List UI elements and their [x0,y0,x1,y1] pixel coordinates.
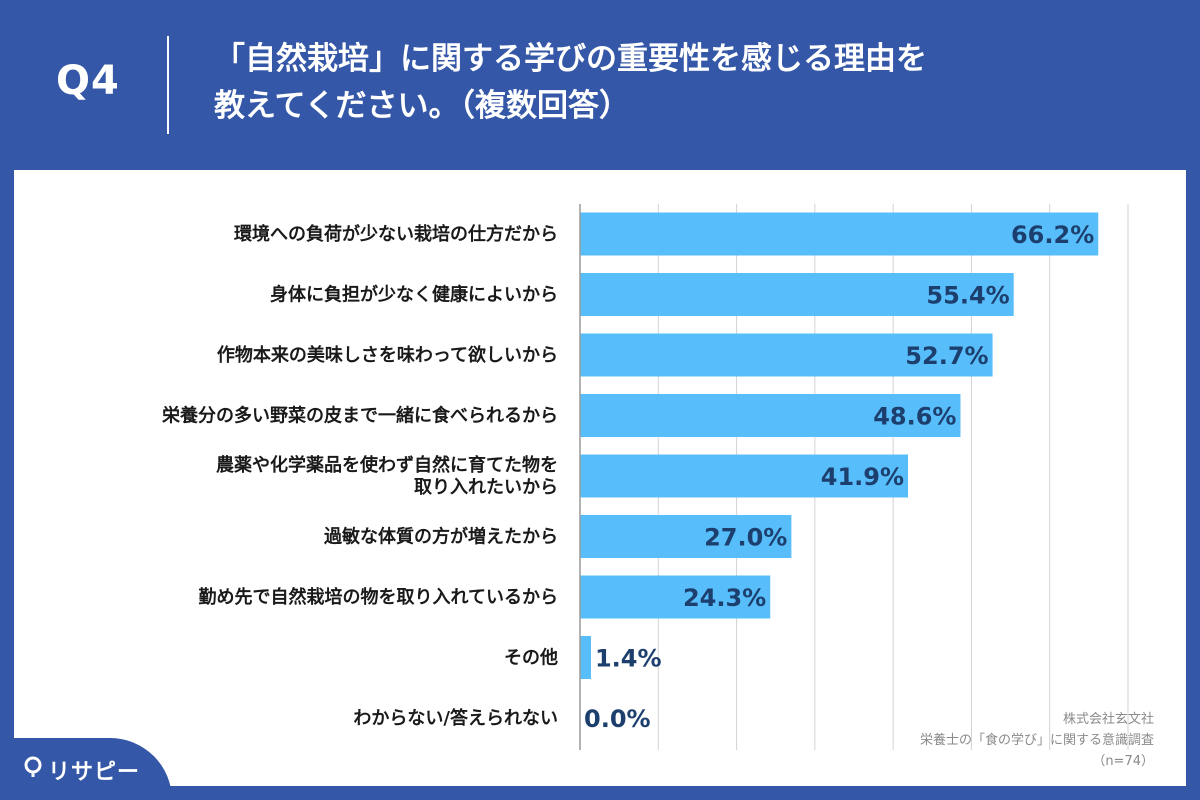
bar-2 [580,333,993,377]
source-survey: 栄養士の「食の学び」に関する意識調査 [919,733,1154,748]
category-label-6: 勤め先で自然栽培の物を取り入れているから [199,586,558,608]
bar-1 [580,273,1014,316]
logo-text: リサピー [48,760,141,785]
value-label-3: 48.6% [873,403,956,431]
bar-6 [580,575,771,619]
value-label-4: 41.9% [821,463,904,491]
value-label-5: 27.0% [704,524,787,552]
bar-0 [580,212,1099,256]
source-note: 株式会社玄文社 栄養士の「食の学び」に関する意識調査 （n=74） [794,709,1154,772]
category-label-2: 作物本来の美味しさを味わって欲しいから [217,344,558,366]
category-label-8: わからない/答えられない [353,707,558,729]
value-label-1: 55.4% [926,282,1009,310]
value-label-0: 66.2% [1011,221,1094,249]
category-label-5: 過敏な体質の方が増えたから [324,526,558,548]
bar-chart: 環境への負荷が少ない栽培の仕方だから 66.2% 身体に負担が少なく健康によいから 5… [161,204,1129,750]
question-title: 「自然栽培」に関する学びの重要性を感じる理由を 教えてください。（複数回答） [214,41,927,124]
chart-panel: 環境への負荷が少ない栽培の仕方だから 66.2% 身体に負担が少なく健康によいから 5… [14,170,1186,786]
brand-logo: リサピー [0,738,172,800]
bar-7 [580,636,591,679]
bar-3 [580,394,961,437]
source-company: 株式会社玄文社 [1062,712,1154,727]
logo-mark-icon [24,756,42,777]
source-sample-size: （n=74） [1092,754,1154,769]
bar-4 [580,454,909,498]
category-label-1: 身体に負担が少なく健康によいから [270,284,558,306]
header: Q4 「自然栽培」に関する学びの重要性を感じる理由を 教えてください。（複数回答… [0,0,1200,168]
category-label-3: 栄養分の多い野菜の皮まで一緒に食べられるから [161,405,558,427]
value-label-8: 0.0% [584,705,651,733]
header-divider [167,36,169,134]
value-label-7: 1.4% [595,645,662,673]
bar-5 [580,515,792,558]
category-label-4: 農薬や化学薬品を使わず自然に育てた物を取り入れたいから [216,454,558,498]
value-label-6: 24.3% [683,584,766,612]
value-label-2: 52.7% [905,342,988,370]
question-number: Q4 [56,58,120,104]
category-label-7: その他 [504,647,558,669]
category-label-0: 環境への負荷が少ない栽培の仕方だから [234,223,558,245]
